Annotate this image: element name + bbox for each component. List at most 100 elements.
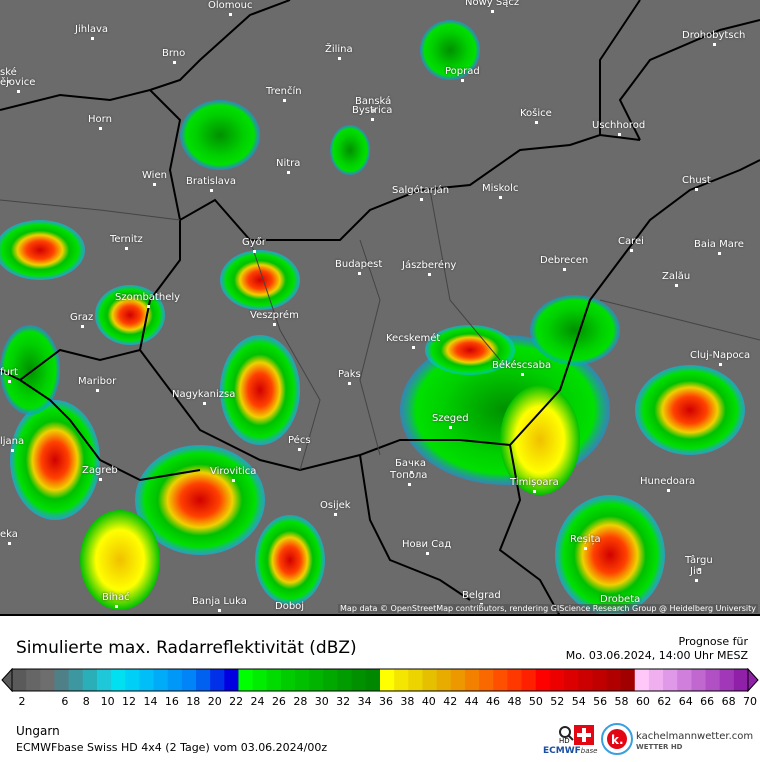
colorbar-segment (436, 669, 452, 691)
colorbar-tick-label: 34 (357, 695, 372, 708)
colorbar-tick-label: 16 (164, 695, 179, 708)
city-label: Bihać (102, 592, 130, 608)
colorbar-tick-label: 30 (314, 695, 329, 708)
city-label: Maribor (78, 376, 117, 392)
colorbar-segment (54, 669, 70, 691)
city-label: Pécs (288, 435, 311, 451)
colorbar-tick-label: 70 (743, 695, 757, 708)
colorbar-tick-label: 46 (486, 695, 501, 708)
city-label: Paks (338, 369, 361, 385)
colorbar-segment (323, 669, 339, 691)
city-label: Nowy Sącz (465, 0, 519, 13)
city-label: Kecskemét (386, 333, 441, 349)
city-label: Bystrica (352, 105, 393, 121)
colorbar-segment (634, 669, 650, 691)
ecmwf-logo: ECMWFbase (543, 746, 598, 756)
colorbar-segment (733, 669, 749, 691)
colorbar-tick-label: 12 (122, 695, 137, 708)
city-label: Poprad (445, 66, 480, 82)
city-label: Nagykanizsa (172, 389, 236, 405)
colorbar-segment (380, 669, 395, 691)
colorbar-segment (422, 669, 438, 691)
colorbar-segment (450, 669, 466, 691)
colorbar-tick-label: 54 (571, 695, 586, 708)
colorbar-tick-label: 60 (635, 695, 650, 708)
colorbar-segment (620, 669, 636, 691)
hd-label: HD (559, 737, 570, 745)
colorbar-segment (705, 669, 721, 691)
city-label: Žilina (325, 44, 353, 60)
colorbar-segment (40, 669, 55, 691)
colorbar-segment (238, 669, 254, 691)
colorbar-high-arrow (747, 668, 759, 692)
city-label: Košice (520, 108, 552, 124)
colorbar-segment (224, 669, 239, 691)
colorbar-tick-label: 18 (186, 695, 201, 708)
city-label: Uschhorod (592, 120, 646, 136)
colorbar-segment (606, 669, 622, 691)
colorbar-segment (663, 669, 678, 691)
colorbar-tick-label: 64 (678, 695, 693, 708)
city-label: ské (0, 67, 17, 83)
city-label: Chust (682, 175, 711, 191)
colorbar-segment (337, 669, 353, 691)
colorbar-segment (648, 669, 664, 691)
colorbar-tick-label: 44 (464, 695, 479, 708)
colorbar-tick-label: 40 (421, 695, 436, 708)
colorbar-segment (196, 669, 211, 691)
city-label: Drohobytsch (682, 30, 746, 46)
region-name: Ungarn (16, 724, 60, 738)
colorbar-segment (295, 669, 310, 691)
city-label: Târgu (685, 555, 713, 571)
city-label: Szombathely (115, 292, 181, 308)
city-label: Baia Mare (694, 239, 744, 255)
colorbar-tick-label: 28 (293, 695, 308, 708)
radar-map[interactable]: Olomouc Nowy Sącz Jihlava Brno Žilina Poprad D… (0, 0, 760, 616)
city-label: Jihlava (75, 24, 109, 40)
colorbar-segment (96, 669, 112, 691)
city-label: Zalău (662, 271, 691, 287)
city-label: Reșița (570, 534, 601, 550)
city-label: Топола (390, 470, 428, 486)
colorbar-tick-label: 52 (550, 695, 565, 708)
forecast-label: Prognose für (678, 635, 749, 648)
city-label: Jiu (690, 566, 703, 582)
city-label: Szeged (432, 413, 469, 429)
colorbar-segment (125, 669, 140, 691)
city-label: Doboj (275, 601, 305, 612)
city-label: Banská (355, 96, 392, 112)
colorbar-segment (68, 669, 84, 691)
colorbar-segment (365, 669, 381, 691)
city-label: Graz (70, 312, 94, 328)
city-label: Cluj-Napoca (690, 350, 751, 366)
colorbar-segment (394, 669, 409, 691)
model-run: ECMWFbase Swiss HD 4x4 (2 Tage) vom 03.0… (16, 741, 328, 754)
city-label: Olomouc (208, 0, 253, 16)
colorbar-segment (535, 669, 551, 691)
colorbar-segment (592, 669, 607, 691)
colorbar-tick-label: 24 (250, 695, 265, 708)
city-label: furt (0, 367, 18, 383)
city-label: Salgótarján (392, 185, 450, 201)
map-attribution[interactable]: Map data © OpenStreetMap contributors, r… (338, 604, 758, 613)
color-scale-bar (1, 668, 759, 692)
colorbar-segment (12, 669, 27, 691)
colorbar-segment (507, 669, 523, 691)
site-name[interactable]: kachelmannwetter.com (636, 731, 754, 742)
city-label: Virovitica (210, 466, 257, 482)
colorbar-tick-label: 48 (507, 695, 522, 708)
colorbar-tick-label: 22 (229, 695, 244, 708)
colorbar-segment (464, 669, 480, 691)
colorbar-segment (719, 669, 735, 691)
city-label: eka (0, 529, 18, 545)
city-label: Veszprém (250, 310, 299, 326)
colorbar-segment (266, 669, 282, 691)
colorbar-tick-label: 8 (82, 695, 90, 708)
colorbar-tick-label: 66 (700, 695, 715, 708)
legend-title: Simulierte max. Radarreflektivität (dBZ) (16, 638, 357, 658)
city-label: Osijek (320, 500, 351, 516)
radar-layer (0, 0, 760, 614)
colorbar-low-arrow (1, 668, 13, 692)
colorbar-segment (82, 669, 98, 691)
city-label: Budapest (335, 259, 383, 275)
